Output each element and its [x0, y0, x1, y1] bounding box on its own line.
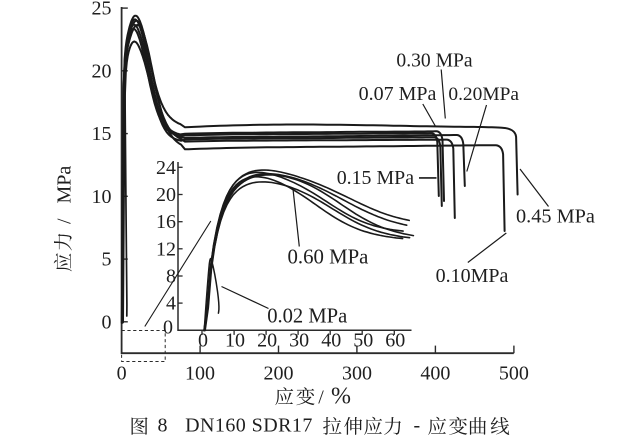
- svg-text:10: 10: [225, 330, 245, 352]
- svg-text:0.60 MPa: 0.60 MPa: [288, 245, 369, 268]
- svg-text:0.10MPa: 0.10MPa: [436, 265, 509, 287]
- svg-text:0.15 MPa: 0.15 MPa: [337, 167, 415, 189]
- svg-text:0.02 MPa: 0.02 MPa: [267, 306, 347, 328]
- svg-text:0.20MPa: 0.20MPa: [448, 84, 519, 105]
- svg-text:5: 5: [102, 249, 112, 271]
- svg-text:0: 0: [163, 316, 173, 338]
- svg-text:8: 8: [166, 265, 176, 287]
- svg-text:400: 400: [420, 362, 450, 384]
- svg-text:16: 16: [156, 211, 176, 233]
- svg-text:12: 12: [156, 238, 176, 260]
- svg-text:100: 100: [185, 362, 215, 384]
- svg-text:200: 200: [264, 362, 294, 384]
- svg-text:60: 60: [385, 330, 405, 352]
- svg-text:4: 4: [166, 293, 176, 315]
- svg-text:0: 0: [198, 330, 208, 352]
- svg-text:15: 15: [92, 123, 112, 145]
- svg-text:20: 20: [257, 330, 277, 352]
- svg-text:24: 24: [156, 157, 176, 179]
- svg-text:%: %: [331, 384, 351, 410]
- svg-text:0: 0: [117, 362, 127, 384]
- svg-text:40: 40: [321, 330, 341, 352]
- svg-text:50: 50: [353, 330, 373, 352]
- svg-text:0.45 MPa: 0.45 MPa: [516, 205, 595, 227]
- svg-text:0.07 MPa: 0.07 MPa: [359, 83, 437, 105]
- svg-text:/: /: [53, 218, 75, 224]
- svg-text:500: 500: [499, 362, 529, 384]
- svg-text:DN160 SDR17: DN160 SDR17: [185, 415, 313, 437]
- svg-text:0: 0: [102, 311, 112, 333]
- svg-text:8: 8: [158, 415, 168, 437]
- svg-text:10: 10: [92, 186, 112, 208]
- svg-text:20: 20: [92, 60, 112, 82]
- svg-text:30: 30: [289, 330, 309, 352]
- svg-text:25: 25: [92, 0, 112, 20]
- svg-text:0.30 MPa: 0.30 MPa: [396, 51, 473, 72]
- svg-text:/: /: [318, 387, 324, 409]
- svg-text:MPa: MPa: [53, 166, 75, 204]
- svg-text:20: 20: [156, 184, 176, 206]
- svg-text:300: 300: [342, 362, 372, 384]
- svg-text:-: -: [414, 415, 421, 437]
